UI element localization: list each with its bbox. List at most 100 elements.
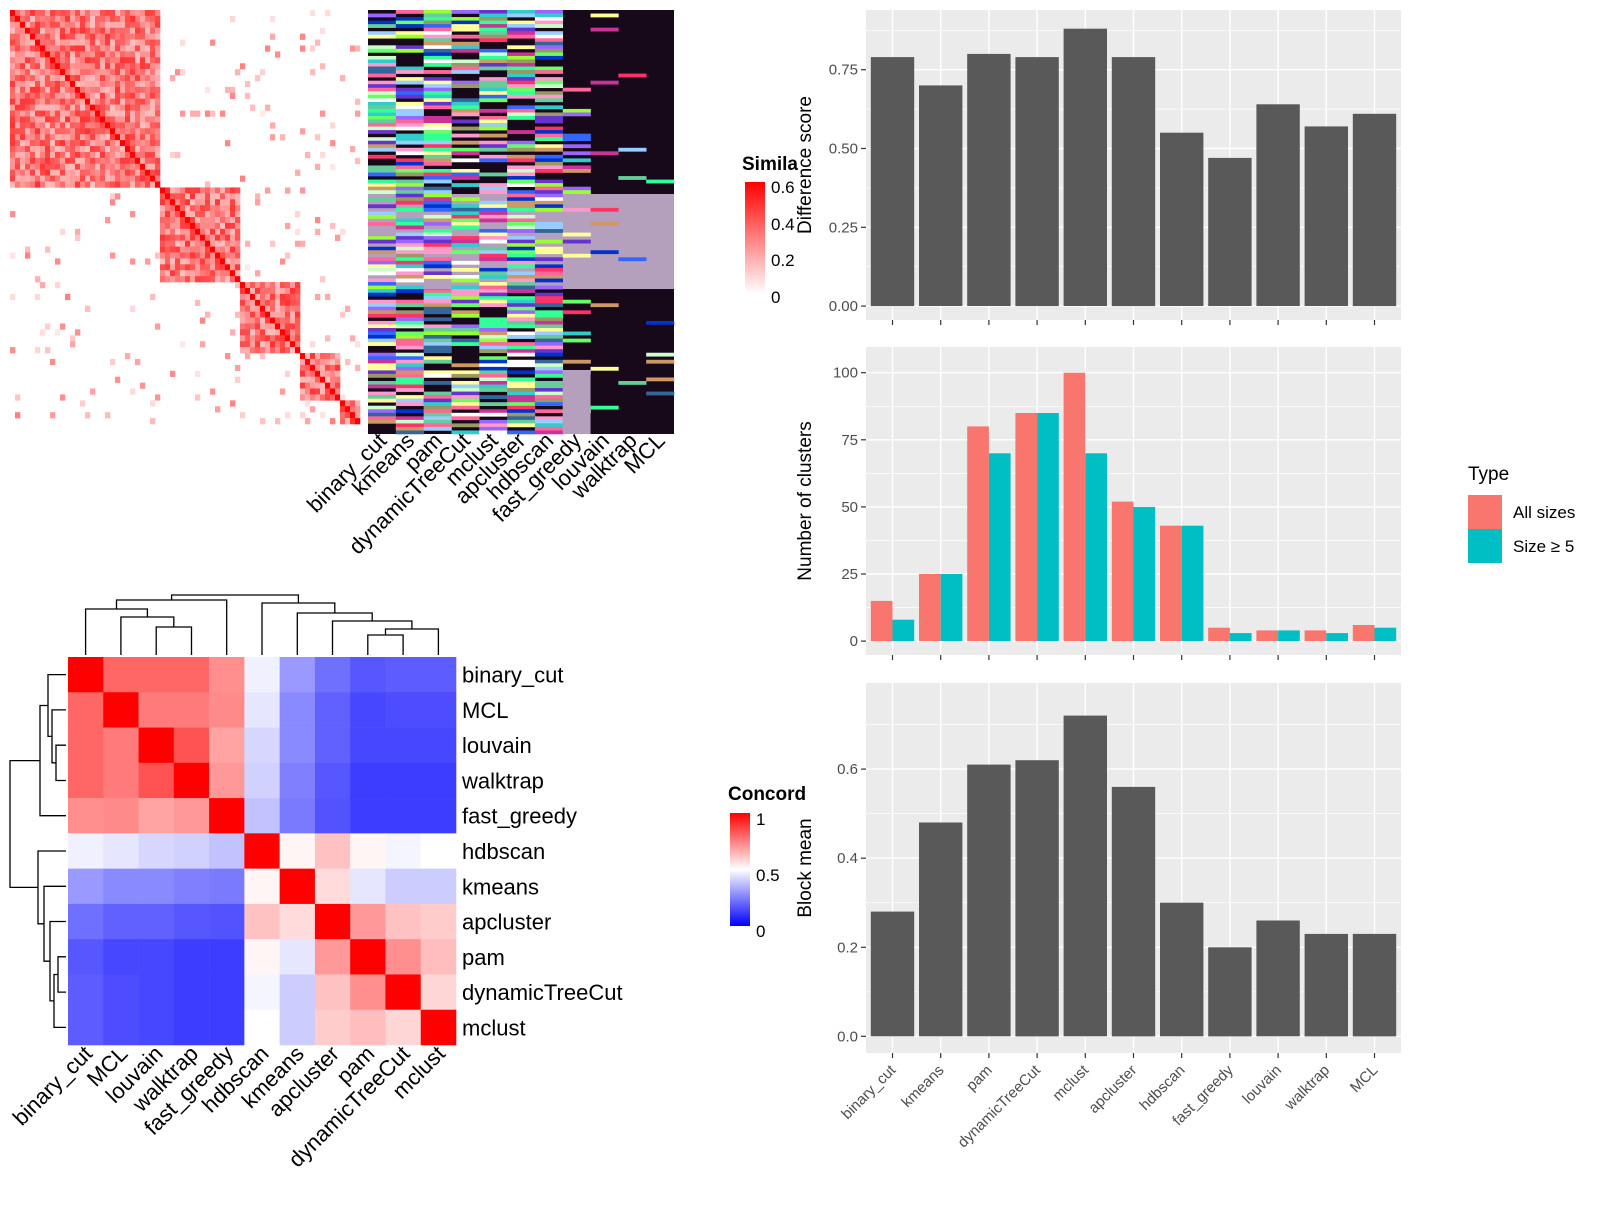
similarity-cell (80, 163, 86, 170)
membership-cell (562, 137, 591, 142)
membership-cell (451, 278, 480, 283)
concordance-cell (279, 833, 316, 869)
membership-cell (534, 77, 564, 81)
membership-cell (395, 133, 424, 138)
similarity-cell (345, 406, 351, 413)
similarity-cell (225, 276, 231, 283)
similarity-cell (90, 163, 96, 170)
similarity-cell (320, 394, 326, 401)
membership-cell (368, 31, 397, 36)
membership-cell (395, 207, 424, 212)
similarity-cell (215, 246, 221, 253)
similarity-cell (40, 27, 46, 34)
similarity-cell (165, 199, 171, 206)
similarity-cell (140, 80, 146, 88)
similarity-cell (285, 347, 291, 354)
membership-cell (368, 239, 397, 244)
similarity-cell (30, 181, 36, 188)
similarity-cell (10, 21, 16, 29)
similarity-cell (165, 264, 171, 271)
concordance-row-labels: binary_cutMCLlouvainwalktrapfast_greedyh… (461, 663, 623, 1041)
similarity-cell (75, 98, 81, 105)
membership-cell (534, 299, 564, 304)
similarity-cell (100, 27, 106, 34)
similarity-cell (95, 86, 101, 94)
similarity-cell (30, 51, 36, 58)
membership-cell (395, 161, 424, 166)
membership-cell (479, 285, 508, 290)
similarity-cell (145, 51, 151, 58)
similarity-cell (90, 21, 96, 29)
similarity-cell (205, 181, 211, 188)
similarity-cell (80, 134, 86, 141)
similarity-cell (85, 116, 91, 123)
membership-cell (562, 331, 591, 336)
similarity-cell (145, 122, 151, 129)
similarity-cell (80, 169, 86, 176)
membership-cell (395, 197, 424, 202)
similarity-cell (70, 98, 76, 105)
similarity-cell (60, 45, 66, 52)
membership-cell (423, 200, 452, 205)
concordance-cell (420, 833, 457, 869)
membership-cell (507, 257, 536, 262)
similarity-cell (130, 33, 136, 40)
similarity-cell (50, 157, 56, 165)
similarity-cell (100, 134, 106, 141)
similarity-cell (15, 163, 21, 170)
similarity-cell (40, 57, 46, 64)
membership-cell (423, 331, 452, 336)
membership-cell (507, 310, 536, 315)
concordance-cell (103, 939, 139, 975)
similarity-cell (40, 92, 46, 100)
similarity-cell (285, 299, 291, 307)
similarity-cell (235, 187, 241, 194)
membership-cell (368, 34, 397, 39)
similarity-cell (245, 287, 251, 295)
similarity-cell (255, 282, 261, 289)
similarity-cell (130, 146, 136, 153)
bar (967, 53, 1011, 307)
similarity-cell (60, 27, 66, 34)
similarity-cell (40, 51, 46, 58)
similarity-cell (15, 146, 21, 153)
membership-cell (618, 73, 647, 78)
similarity-cell (45, 140, 51, 147)
similarity-cell (330, 364, 336, 372)
membership-cell (395, 381, 424, 385)
similarity-cell (105, 175, 111, 182)
similarity-cell (105, 15, 111, 23)
membership-cell (423, 207, 452, 212)
similarity-cell (140, 146, 146, 153)
membership-cell (534, 158, 564, 163)
membership-cell (368, 214, 397, 219)
similarity-cell (270, 311, 276, 318)
membership-cell (507, 214, 536, 219)
concordance-cell (279, 762, 316, 799)
membership-cell (534, 48, 564, 53)
similarity-cell (180, 240, 186, 247)
type-legend-title: Type (1468, 464, 1509, 485)
similarity-cell (20, 10, 26, 17)
membership-cell (451, 218, 480, 223)
similarity-cell (255, 293, 261, 301)
concordance-cell (244, 1009, 280, 1046)
membership-cell (507, 388, 536, 392)
similarity-cell (140, 151, 146, 159)
similarity-cell (45, 86, 51, 94)
similarity-cell (255, 311, 261, 318)
similarity-cell (105, 33, 111, 40)
similarity-cell (195, 211, 201, 218)
similarity-cell (105, 157, 111, 165)
similarity-cell (180, 39, 186, 46)
membership-cell (395, 250, 424, 255)
similarity-cell (40, 116, 46, 123)
similarity-cell (25, 252, 31, 259)
similarity-cell (225, 86, 231, 94)
similarity-cell (210, 39, 216, 46)
concordance-cell (350, 727, 386, 764)
similarity-cell (245, 347, 251, 354)
membership-cell (423, 130, 452, 134)
